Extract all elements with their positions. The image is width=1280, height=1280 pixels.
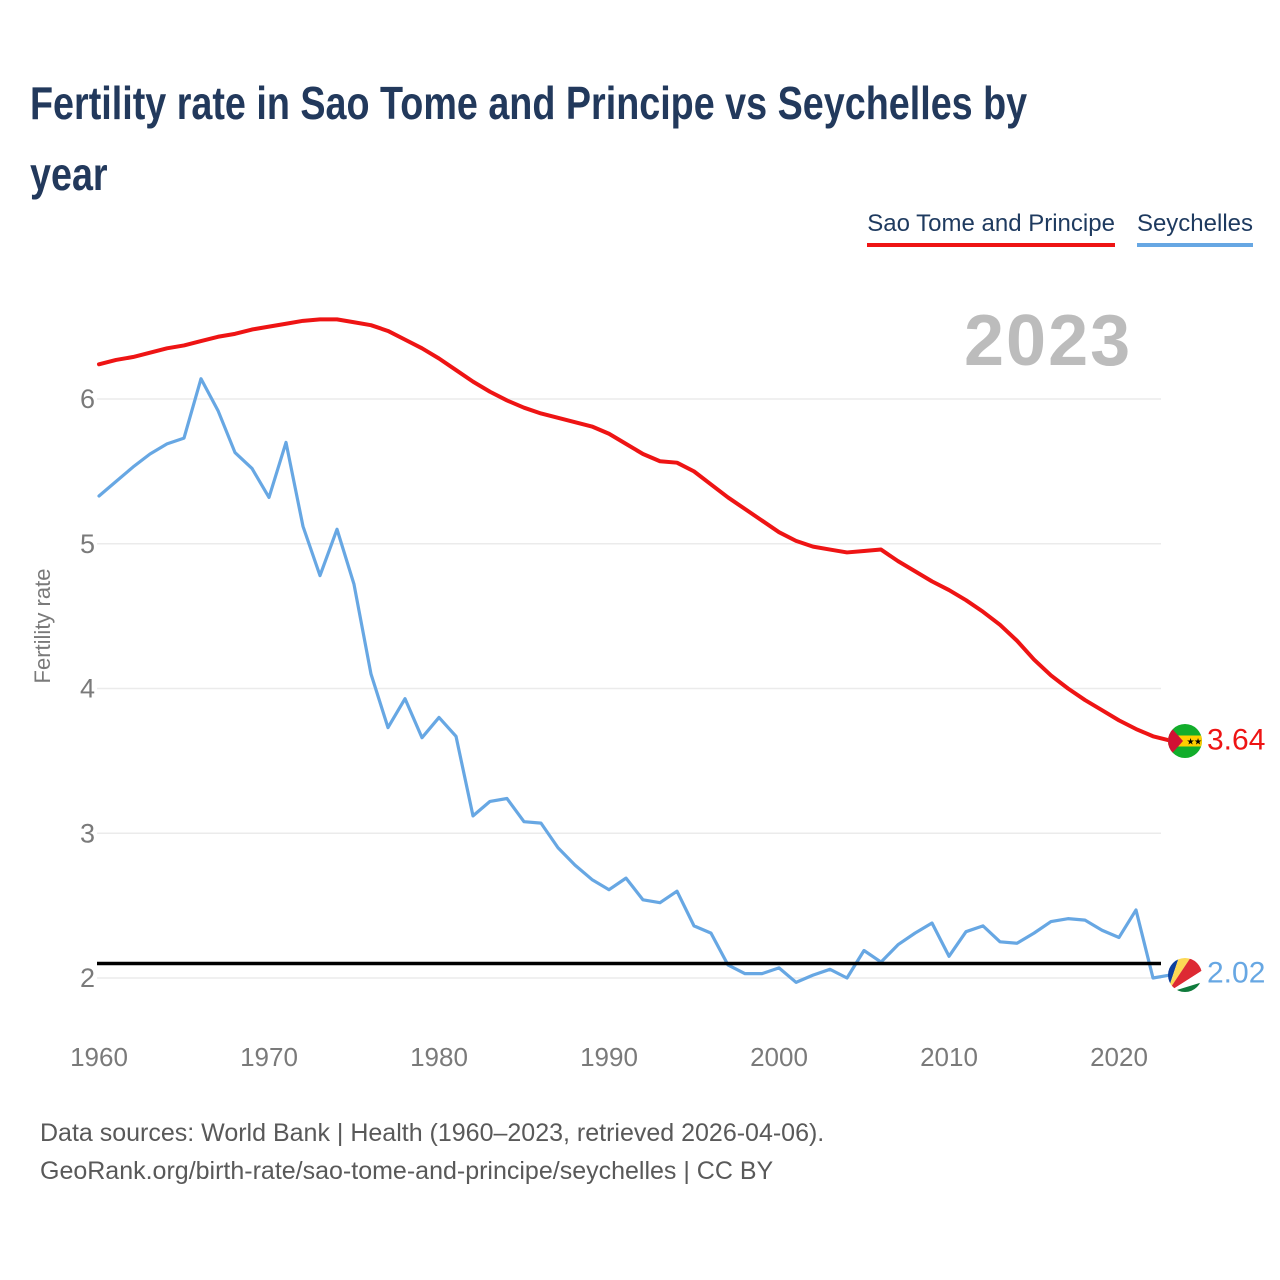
year-watermark: 2023: [964, 301, 1133, 381]
svg-text:3: 3: [80, 818, 95, 848]
footer: Data sources: World Bank | Health (1960–…: [40, 1114, 824, 1190]
seychelles-flag-icon: [1167, 957, 1203, 993]
svg-text:1960: 1960: [70, 1042, 128, 1072]
footer-data-sources: Data sources: World Bank | Health (1960–…: [40, 1119, 825, 1147]
svg-text:1980: 1980: [410, 1042, 468, 1072]
svg-text:2020: 2020: [1090, 1042, 1148, 1072]
legend-item-seychelles[interactable]: Seychelles: [1136, 210, 1253, 247]
page-title-line-2: year: [30, 148, 108, 200]
svg-text:1970: 1970: [240, 1042, 298, 1072]
svg-text:2: 2: [80, 963, 95, 993]
footer-attribution: GeoRank.org/birth-rate/sao-tome-and-prin…: [40, 1157, 774, 1185]
svg-text:4: 4: [80, 674, 95, 704]
svg-text:★: ★: [1194, 737, 1202, 747]
svg-text:2010: 2010: [920, 1042, 978, 1072]
svg-text:1990: 1990: [580, 1042, 638, 1072]
svg-text:6: 6: [80, 384, 95, 414]
sao-tome-end-value-label: 3.64: [1207, 723, 1266, 757]
sao-tome-flag-icon: ★ ★: [1167, 723, 1203, 759]
legend: Sao Tome and Principe Seychelles: [867, 210, 1253, 247]
legend-item-sao-tome-and-principe[interactable]: Sao Tome and Principe: [867, 210, 1115, 247]
page-title: Fertility rate in Sao Tome and Principe …: [30, 68, 1027, 210]
svg-text:2000: 2000: [750, 1042, 808, 1072]
seychelles-end-value-label: 2.02: [1207, 956, 1266, 990]
svg-text:★: ★: [1187, 737, 1195, 747]
svg-text:5: 5: [80, 529, 95, 559]
page-title-line-1: Fertility rate in Sao Tome and Principe …: [30, 77, 1028, 129]
